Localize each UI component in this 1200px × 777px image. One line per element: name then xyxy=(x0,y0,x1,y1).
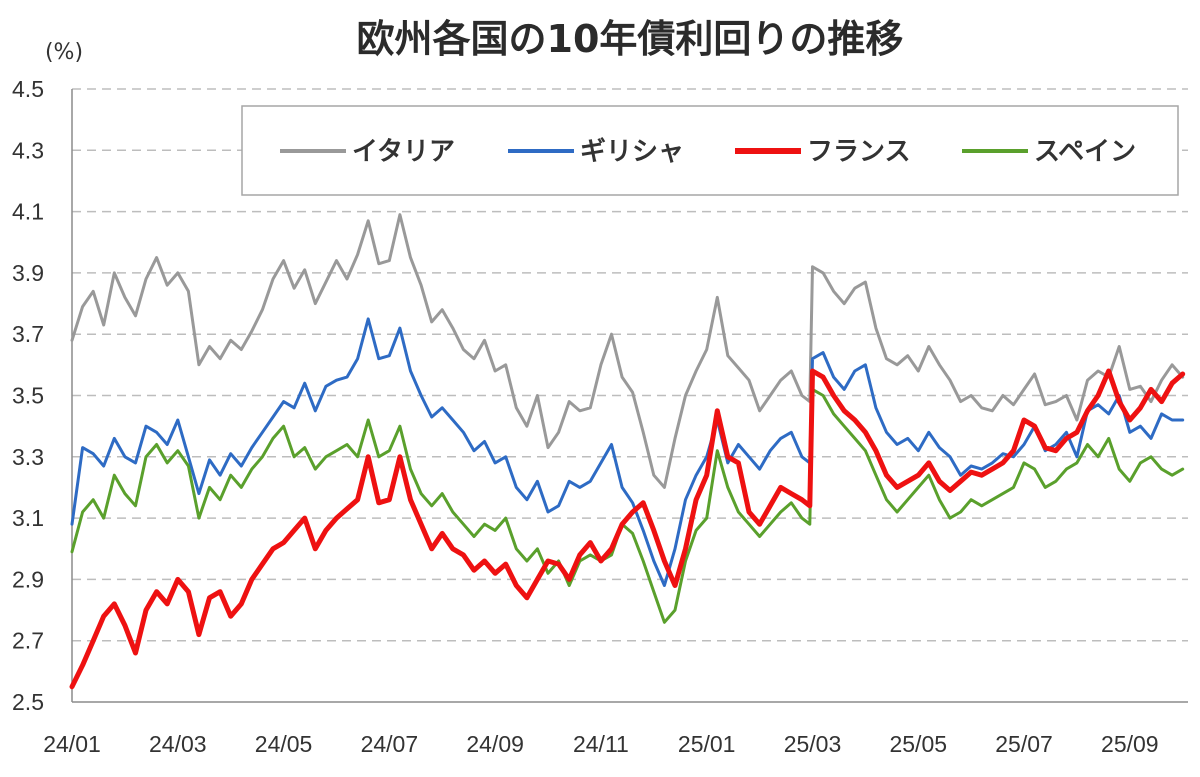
y-tick-label: 2.9 xyxy=(12,566,44,592)
x-tick-label: 25/05 xyxy=(889,731,947,757)
y-tick-label: 4.5 xyxy=(12,76,44,102)
x-tick-label: 24/11 xyxy=(573,731,629,757)
y-tick-label: 2.7 xyxy=(12,628,44,654)
y-tick-label: 3.9 xyxy=(12,260,44,286)
x-tick-label: 24/03 xyxy=(149,731,207,757)
x-tick-label: 25/03 xyxy=(784,731,842,757)
legend: イタリア ギリシャ フランス スペイン xyxy=(241,105,1179,196)
y-tick-label: 3.7 xyxy=(12,321,44,347)
x-tick-label: 24/05 xyxy=(255,731,313,757)
y-tick-label: 3.3 xyxy=(12,444,44,470)
y-tick-label: 4.1 xyxy=(12,199,44,225)
legend-label-3: スペイン xyxy=(1034,137,1136,167)
series-line-1 xyxy=(70,317,1185,587)
x-tick-label: 25/01 xyxy=(678,731,736,757)
y-tick-label: 3.5 xyxy=(12,383,44,409)
series-lines xyxy=(69,213,1186,690)
x-tick-label: 25/07 xyxy=(995,731,1053,757)
legend-label-0: イタリア xyxy=(352,137,455,167)
x-tick-label: 25/09 xyxy=(1101,731,1159,757)
y-tick-label: 3.1 xyxy=(12,505,44,531)
axes: 4.5 4.3 4.1 3.9 3.7 3.5 3.3 3.1 2.9 2.7 2.5 24/01 24… xyxy=(12,76,1188,757)
y-tick-label: 4.3 xyxy=(12,137,44,163)
chart-title: 欧州各国の10年債利回りの推移 xyxy=(357,17,904,61)
x-tick-label: 24/07 xyxy=(361,731,419,757)
x-tick-label: 24/01 xyxy=(43,731,101,757)
series-line-0 xyxy=(70,213,1185,489)
y-axis-unit-label: (%) xyxy=(45,40,83,65)
x-tick-label: 24/09 xyxy=(466,731,524,757)
legend-label-1: ギリシャ xyxy=(580,137,684,167)
series-line-2 xyxy=(69,368,1186,690)
series-line-3 xyxy=(70,387,1185,624)
y-tick-label: 2.5 xyxy=(12,689,44,715)
legend-label-2: フランス xyxy=(807,137,910,167)
